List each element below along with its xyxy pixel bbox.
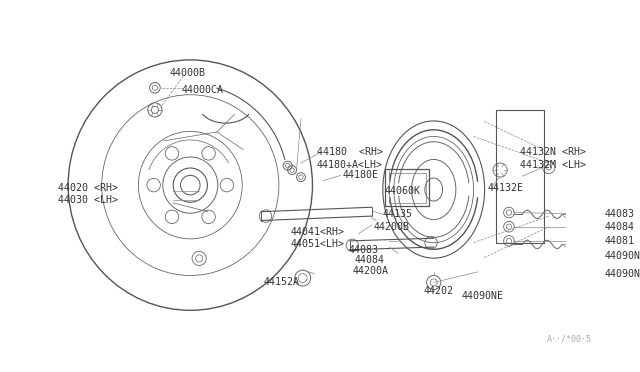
Text: 44000B: 44000B	[170, 68, 206, 78]
Text: 44180  <RH>: 44180 <RH>	[317, 147, 383, 157]
Text: 44090ND: 44090ND	[605, 251, 640, 261]
Text: 44084: 44084	[355, 255, 385, 265]
Text: 44132M <LH>: 44132M <LH>	[520, 160, 586, 170]
Bar	[385, 169, 429, 206]
Text: 44081: 44081	[605, 236, 634, 246]
Text: 44152A: 44152A	[264, 278, 300, 288]
Text: A··/*00·5: A··/*00·5	[547, 334, 592, 344]
Text: 44000CA: 44000CA	[182, 86, 223, 95]
Text: 44135: 44135	[382, 209, 412, 219]
Text: 44051<LH>: 44051<LH>	[291, 240, 344, 249]
Text: 44132N <RH>: 44132N <RH>	[520, 147, 586, 157]
Text: 44180+A<LH>: 44180+A<LH>	[317, 160, 383, 170]
Text: 44083: 44083	[349, 245, 379, 255]
Text: 44132E: 44132E	[488, 183, 524, 193]
Text: 44020 <RH>: 44020 <RH>	[58, 183, 118, 193]
Text: 44041<RH>: 44041<RH>	[291, 227, 344, 237]
Text: 44090ND: 44090ND	[605, 269, 640, 279]
Text: 44083: 44083	[605, 209, 634, 219]
Text: 44202: 44202	[423, 286, 453, 296]
Text: 44090NE: 44090NE	[461, 291, 503, 301]
Text: 44084: 44084	[605, 222, 634, 232]
Text: 44200A: 44200A	[352, 266, 388, 276]
Bar	[388, 173, 426, 203]
Text: 44180E: 44180E	[342, 170, 378, 180]
Text: 44030 <LH>: 44030 <LH>	[58, 195, 118, 205]
Text: 44200B: 44200B	[374, 222, 410, 232]
Text: 44060K: 44060K	[385, 186, 421, 196]
